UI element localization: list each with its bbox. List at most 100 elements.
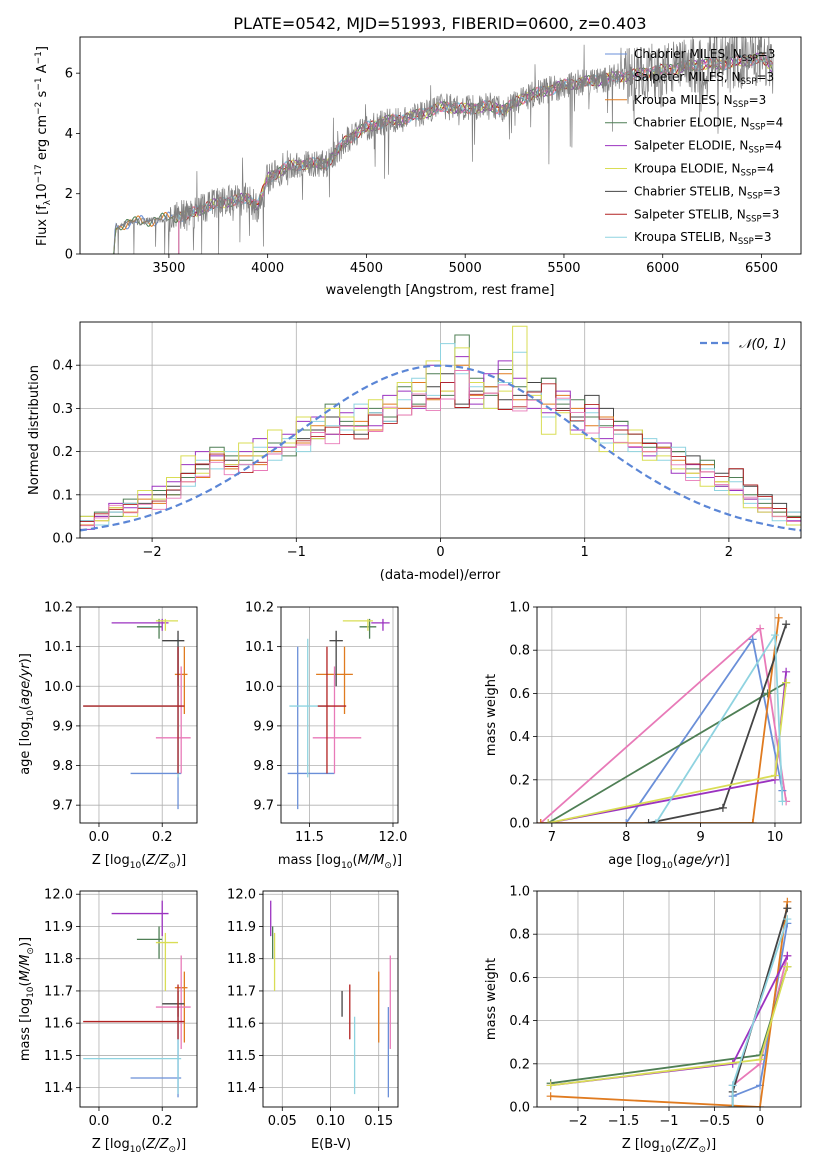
x-tick-label: −2 <box>143 545 162 560</box>
legend-sub: SSP <box>741 169 757 179</box>
error-bar <box>312 666 362 774</box>
y-tick-label: 11.4 <box>227 1081 256 1096</box>
legend-entry: Kroupa MILES, NSSP=3 <box>634 93 766 110</box>
label-part: Flux [f <box>35 205 50 246</box>
x-tick-label: 0.0 <box>89 1114 110 1129</box>
x-tick-label: 5000 <box>449 261 482 276</box>
y-tick-label: 0.4 <box>509 1014 530 1029</box>
x-tick-label: 0.2 <box>152 1114 173 1129</box>
x-tick-label: 0.2 <box>152 830 173 845</box>
label-part: age [log <box>608 853 661 868</box>
axes-frame <box>536 606 802 824</box>
label-part: )] <box>176 1137 186 1152</box>
legend-entry: Salpeter ELODIE, NSSP=4 <box>634 139 782 156</box>
x-tick-label: 10 <box>767 830 784 845</box>
legend-text: Salpeter MILES, N <box>634 70 741 84</box>
figure-title: PLATE=0542, MJD=51993, FIBERID=0600, z=0… <box>233 14 646 33</box>
legend-sub: SSP <box>747 191 763 201</box>
weight-point <box>748 819 757 823</box>
legend-n: =3 <box>762 207 780 221</box>
x-tick-label: 3500 <box>152 261 185 276</box>
label-part: ⊙ <box>168 861 176 871</box>
y-tick-label: 0 <box>65 248 73 263</box>
label-part: Z/Z <box>675 1137 699 1152</box>
label-part: )] <box>176 853 186 868</box>
weight-point <box>644 819 653 823</box>
axes-frame <box>536 890 802 1108</box>
x-axis-label: E(B-V) <box>311 1137 351 1152</box>
plot-area <box>281 607 398 823</box>
plot-area <box>80 322 801 538</box>
error-bar <box>317 646 347 774</box>
legend-sub: SSP <box>746 214 762 224</box>
y-tick-label: 2 <box>65 187 73 202</box>
x-tick-label: −1 <box>287 545 306 560</box>
x-tick-label: 2 <box>725 545 733 560</box>
x-tick-label: 7 <box>548 830 556 845</box>
legend-text: Kroupa MILES, N <box>634 93 733 107</box>
legend-n: =4 <box>756 162 774 176</box>
label-part: A <box>35 64 50 77</box>
weight-point <box>770 631 779 640</box>
legend-n: =4 <box>766 116 784 130</box>
x-axis-label: (data-model)/error <box>380 568 501 583</box>
histogram-series <box>80 370 801 527</box>
label-part: ( <box>141 853 146 868</box>
weight-point <box>756 624 765 633</box>
error-bar <box>155 932 179 991</box>
label-part: age/yr <box>18 662 33 705</box>
y-tick-label: 10.2 <box>44 601 73 616</box>
y-tick-label: 0.0 <box>509 817 530 832</box>
y-tick-label: 1.0 <box>509 601 530 616</box>
axes-frame <box>79 321 802 539</box>
label-part: )] <box>18 653 33 663</box>
weight-point <box>778 797 787 806</box>
weight-line <box>540 617 780 823</box>
error-bar <box>329 630 343 687</box>
label-part: ] <box>35 46 50 51</box>
y-axis-label: Flux [fλ10−17 erg cm−2 s−1 A−1] <box>34 46 53 246</box>
panel-spectrum: 3500 4000 4500 5000 5500 6000 6500 0 2 4 6 waveleng… <box>34 36 802 298</box>
legend-text: Chabrier ELODIE, N <box>634 116 750 130</box>
label-part: Z [log <box>92 1137 130 1152</box>
legend-entry: Kroupa STELIB, NSSP=3 <box>634 230 772 247</box>
label-part: ( <box>18 705 33 710</box>
y-tick-label: 11.5 <box>44 1049 73 1064</box>
legend-text: Kroupa ELODIE, N <box>634 162 741 176</box>
panel-residuals: −2 −1 0 1 2 0.0 0.1 0.2 0.3 0.4 (data-model)/error… <box>27 321 802 583</box>
weight-line <box>550 901 789 1107</box>
legend-sub: SSP <box>748 146 764 156</box>
x-tick-label: 11.5 <box>295 830 324 845</box>
label-part: ( <box>18 981 33 986</box>
error-bar <box>83 646 185 774</box>
y-tick-label: 11.8 <box>44 952 73 967</box>
y-tick-label: 10.0 <box>44 680 73 695</box>
label-part: M/M <box>18 955 33 982</box>
error-bar <box>371 618 390 631</box>
legend-sub: SSP <box>750 123 766 133</box>
label-part: ⊙ <box>168 1145 176 1155</box>
error-bar <box>130 646 182 810</box>
x-axis-label: Z [log10(Z/Z⊙)] <box>92 853 186 871</box>
legend-n: =3 <box>758 47 776 61</box>
label-part: ⊙ <box>26 947 36 955</box>
y-tick-label: 11.9 <box>227 920 256 935</box>
label-part: λ <box>43 199 53 205</box>
weight-point <box>756 1103 765 1107</box>
panel-mass-vs-Z: 0.0 0.2 11.4 11.5 11.6 11.7 11.8 11.9 12.0 Z [log… <box>18 888 198 1155</box>
label-part: Z/Z <box>145 1137 169 1152</box>
weight-line <box>548 671 787 823</box>
legend-n: =4 <box>764 139 782 153</box>
weight-line <box>540 626 787 823</box>
y-tick-label: 9.7 <box>52 799 73 814</box>
panels: 3500 4000 4500 5000 5500 6000 6500 0 2 4 6 waveleng… <box>18 36 802 1155</box>
error-bar <box>111 900 169 937</box>
label-part: Z/Z <box>145 853 169 868</box>
error-bar <box>83 984 185 1040</box>
y-tick-label: 0.2 <box>509 1057 530 1072</box>
label-part: −2 <box>34 102 44 115</box>
y-tick-label: 11.4 <box>44 1081 73 1096</box>
label-part: ( <box>673 853 678 868</box>
label-part: ⊙ <box>384 861 392 871</box>
